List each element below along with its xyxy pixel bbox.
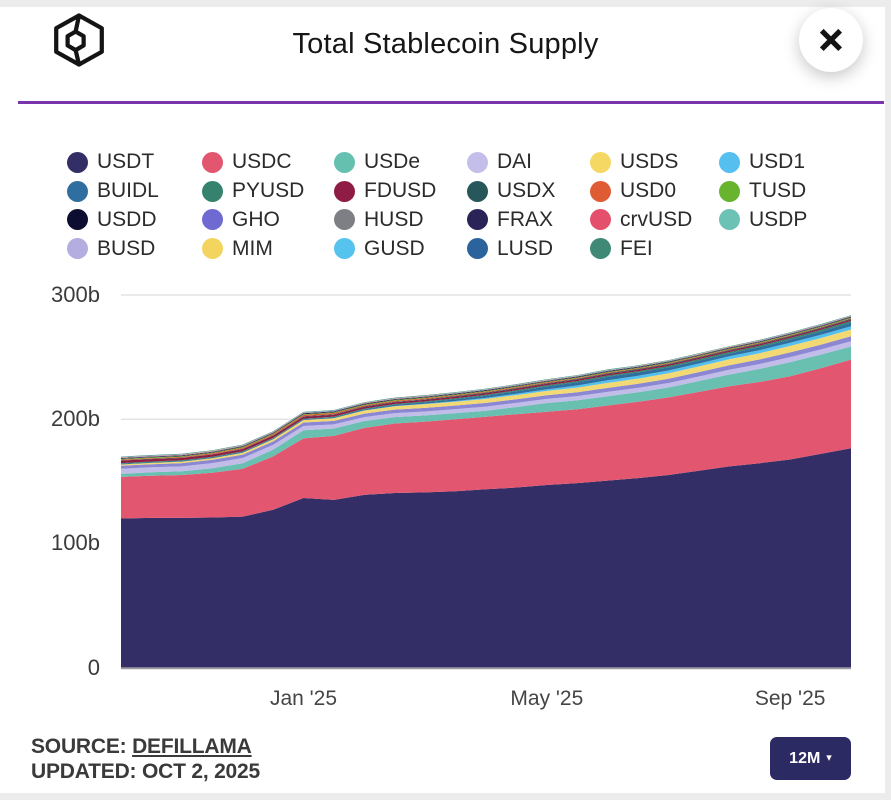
- legend-label: USD0: [620, 179, 677, 203]
- legend-label: USDX: [497, 179, 556, 203]
- legend-swatch: [202, 151, 223, 173]
- legend-label: DAI: [497, 150, 533, 174]
- legend-item-BUIDL[interactable]: BUIDL: [67, 179, 202, 203]
- legend-label: USDT: [97, 150, 155, 174]
- legend-item-BUSD[interactable]: BUSD: [67, 237, 202, 261]
- legend-swatch: [67, 151, 88, 173]
- legend-label: USDe: [364, 150, 421, 174]
- legend-swatch: [719, 209, 740, 231]
- legend-item-GHO[interactable]: GHO: [202, 208, 334, 232]
- legend-swatch: [719, 180, 740, 202]
- legend-label: BUSD: [97, 236, 156, 260]
- legend-swatch: [202, 238, 223, 260]
- caret-down-icon: ▾: [826, 752, 832, 764]
- legend-swatch: [467, 180, 488, 202]
- legend-label: USD1: [749, 150, 806, 174]
- legend-item-LUSD[interactable]: LUSD: [467, 237, 590, 261]
- legend-swatch: [334, 238, 355, 260]
- legend-swatch: [590, 238, 611, 260]
- legend-label: MIM: [232, 236, 273, 260]
- legend-swatch: [334, 209, 355, 231]
- legend-item-TUSD[interactable]: TUSD: [719, 179, 839, 203]
- y-tick-label-200b: 200b: [51, 406, 100, 432]
- legend-item-USDD[interactable]: USDD: [67, 208, 202, 232]
- legend-label: GUSD: [364, 236, 425, 260]
- legend-item-USDT[interactable]: USDT: [67, 150, 202, 174]
- x-tick-label-Sep25: Sep '25: [754, 687, 826, 710]
- legend-swatch: [334, 151, 355, 173]
- legend-label: LUSD: [497, 236, 554, 260]
- legend-swatch: [590, 151, 611, 173]
- area-USDC: [121, 359, 851, 519]
- legend-swatch: [467, 238, 488, 260]
- legend-item-FDUSD[interactable]: FDUSD: [334, 179, 467, 203]
- legend-label: PYUSD: [232, 179, 305, 203]
- legend-label: crvUSD: [620, 207, 693, 231]
- legend-label: BUIDL: [97, 179, 159, 203]
- legend-item-USDC[interactable]: USDC: [202, 150, 334, 174]
- legend-label: USDC: [232, 150, 292, 174]
- legend-item-USD0[interactable]: USD0: [590, 179, 719, 203]
- legend-label: FEI: [620, 236, 653, 260]
- area-USDe: [121, 346, 851, 477]
- legend-item-FEI[interactable]: FEI: [590, 237, 719, 261]
- legend-label: USDD: [97, 207, 157, 231]
- legend-swatch: [467, 151, 488, 173]
- footer-source-line: SOURCE: DEFILLAMA: [31, 734, 260, 759]
- range-selector-label: 12M: [789, 749, 821, 767]
- plot-area[interactable]: [121, 294, 851, 670]
- legend-label: USDP: [749, 207, 808, 231]
- footer-updated-line: UPDATED: OCT 2, 2025: [31, 760, 260, 783]
- x-tick-label-Jan25: Jan '25: [269, 687, 338, 710]
- legend-item-MIM[interactable]: MIM: [202, 237, 334, 261]
- legend-swatch: [202, 180, 223, 202]
- footer-source-label: SOURCE:: [31, 735, 127, 758]
- y-tick-label-300b: 300b: [51, 282, 100, 307]
- legend-swatch: [590, 209, 611, 231]
- area-USDT: [121, 448, 851, 668]
- footer-source-link[interactable]: DEFILLAMA: [132, 735, 252, 758]
- legend-item-GUSD[interactable]: GUSD: [334, 237, 467, 261]
- y-tick-label-0: 0: [87, 654, 100, 680]
- legend-item-HUSD[interactable]: HUSD: [334, 208, 467, 232]
- legend-swatch: [590, 180, 611, 202]
- legend-swatch: [467, 209, 488, 231]
- close-button[interactable]: ✕: [799, 8, 863, 72]
- x-tick-label-May25: May '25: [510, 687, 584, 710]
- legend-item-USDP[interactable]: USDP: [719, 208, 839, 232]
- legend-label: FRAX: [497, 207, 554, 231]
- cube-logo-icon: [54, 13, 104, 67]
- legend-item-DAI[interactable]: DAI: [467, 150, 590, 174]
- legend-swatch: [67, 209, 88, 231]
- legend-item-USDX[interactable]: USDX: [467, 179, 590, 203]
- close-icon: ✕: [816, 21, 846, 59]
- legend-item-USDS[interactable]: USDS: [590, 150, 719, 174]
- legend-swatch: [719, 151, 740, 173]
- area-DAI: [121, 341, 851, 474]
- legend-label: HUSD: [364, 207, 424, 231]
- legend-swatch: [67, 238, 88, 260]
- legend-item-PYUSD[interactable]: PYUSD: [202, 179, 334, 203]
- footer: SOURCE: DEFILLAMA UPDATED: OCT 2, 2025: [31, 734, 260, 784]
- y-tick-label-100b: 100b: [51, 530, 100, 556]
- legend-swatch: [334, 180, 355, 202]
- legend-label: GHO: [232, 207, 280, 231]
- legend-label: TUSD: [749, 179, 807, 203]
- legend: USDT USDC USDe DAI USDS USD1 BUIDL PYUSD FDUSD US…: [67, 148, 839, 263]
- legend-label: FDUSD: [364, 179, 437, 203]
- legend-swatch: [67, 180, 88, 202]
- legend-label: USDS: [620, 150, 679, 174]
- range-selector-button[interactable]: 12M ▾: [770, 737, 851, 780]
- legend-swatch: [202, 209, 223, 231]
- header-divider: [18, 101, 884, 104]
- legend-item-FRAX[interactable]: FRAX: [467, 208, 590, 232]
- page-title: Total Stablecoin Supply: [292, 28, 599, 60]
- legend-item-crvUSD[interactable]: crvUSD: [590, 208, 719, 232]
- legend-item-USD1[interactable]: USD1: [719, 150, 839, 174]
- legend-item-USDe[interactable]: USDe: [334, 150, 467, 174]
